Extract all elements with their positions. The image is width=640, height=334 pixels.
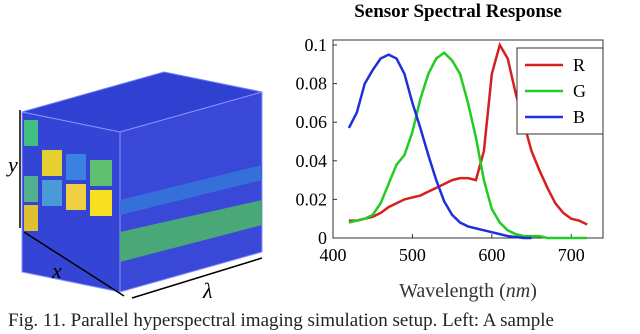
y-tick-label: 0.08 xyxy=(296,74,328,94)
x-tick-label: 500 xyxy=(399,245,426,265)
plot-frame xyxy=(332,39,604,239)
x-axis-unit: nm xyxy=(506,280,530,302)
y-tick-label: 0.1 xyxy=(305,35,328,55)
axis-label: y xyxy=(6,152,18,177)
x-axis-label-text: Wavelength xyxy=(399,280,494,302)
chart-title: Sensor Spectral Response xyxy=(354,1,562,22)
y-tick-label: 0.06 xyxy=(296,112,328,132)
legend-label: B xyxy=(573,107,585,127)
y-tick-label: 0.02 xyxy=(296,189,328,209)
x-tick-label: 400 xyxy=(320,245,347,265)
series-line xyxy=(348,51,588,240)
series-line xyxy=(348,41,588,226)
x-tick-label: 600 xyxy=(478,245,505,265)
y-tick-label: 0 xyxy=(318,228,327,248)
x-tick-label: 700 xyxy=(558,245,585,265)
caption: Fig. 11. Parallel hyperspectral imaging … xyxy=(8,310,554,331)
series-line xyxy=(347,53,532,240)
figure: y x λ Sensor Spectral Response Wavelengt… xyxy=(6,1,604,303)
axis-label: x xyxy=(51,258,62,283)
cube-illustration: y x λ xyxy=(6,71,263,303)
legend-label: R xyxy=(573,55,585,75)
x-axis-label: Wavelength (nm) xyxy=(399,280,537,302)
y-tick-label: 0.04 xyxy=(296,151,328,171)
axis-label: λ xyxy=(202,278,213,303)
legend-label: G xyxy=(573,81,586,101)
